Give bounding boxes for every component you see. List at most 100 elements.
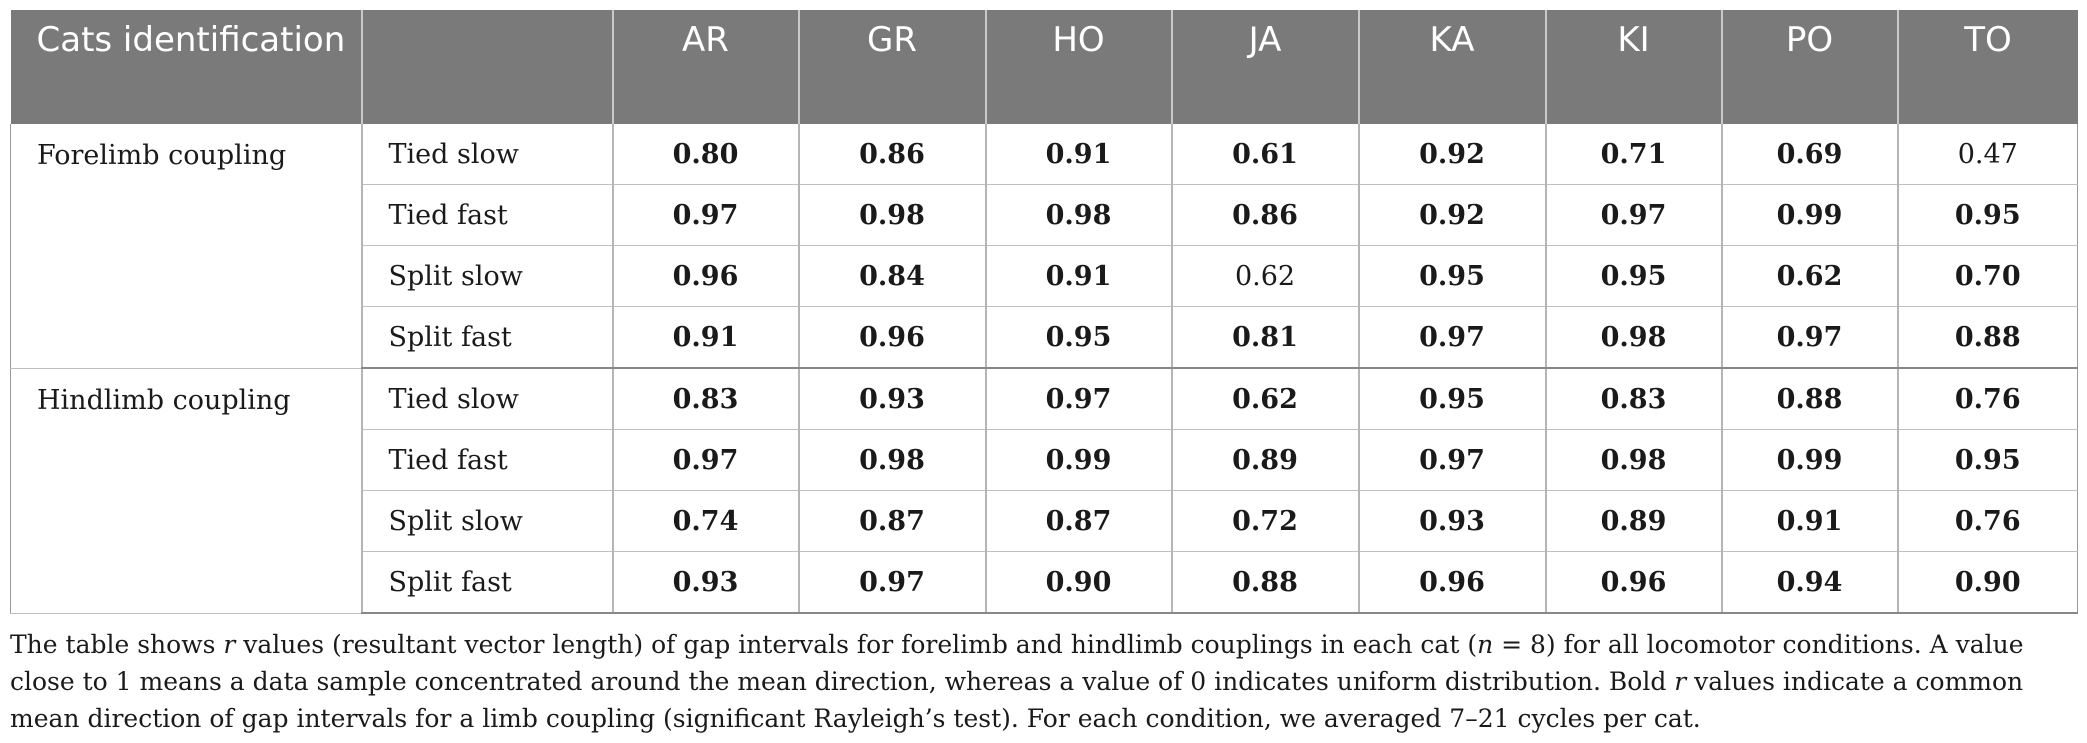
- r-value-cell: 0.98: [1544, 429, 1722, 491]
- table-row: Split slow 0.96 0.84 0.91 0.62 0.95 0.95 0.62 0.…: [11, 245, 2078, 307]
- caption-text: values indicate a common mean direction …: [10, 667, 2024, 733]
- r-value-cell: 0.81: [1170, 306, 1359, 369]
- r-value-cell: 0.97: [611, 184, 799, 246]
- r-value-cell: 0.91: [611, 306, 799, 369]
- r-value-cell: 0.95: [1357, 368, 1546, 430]
- r-value-cell: 0.62: [1170, 368, 1359, 430]
- r-value-cell: 0.98: [797, 429, 986, 491]
- r-value-cell: 0.92: [1357, 124, 1546, 185]
- r-value-cell: 0.91: [984, 124, 1172, 185]
- header-cat: GR: [797, 10, 986, 124]
- table-container: Cats identification AR GR HO JA KA KI PO…: [10, 10, 2078, 737]
- r-value-cell: 0.97: [797, 551, 986, 614]
- r-value-cell: 0.86: [1170, 184, 1359, 246]
- group-label: Forelimb coupling: [10, 124, 362, 369]
- r-value-cell: 0.90: [984, 551, 1172, 614]
- header-cat: PO: [1720, 10, 1898, 124]
- r-value-cell: 0.88: [1170, 551, 1359, 614]
- r-value-cell: 0.95: [984, 306, 1172, 369]
- r-value-cell: 0.98: [797, 184, 986, 246]
- header-condition: [360, 10, 613, 124]
- results-table: Cats identification AR GR HO JA KA KI PO…: [10, 10, 2078, 614]
- r-value-cell: 0.96: [797, 306, 986, 369]
- r-value-cell: 0.91: [984, 245, 1172, 307]
- condition-label: Split fast: [360, 306, 613, 369]
- table-row: Split fast 0.91 0.96 0.95 0.81 0.97 0.98 0.97 0.…: [11, 306, 2078, 369]
- r-value-cell: 0.97: [1720, 306, 1898, 369]
- r-value-cell: 0.71: [1544, 124, 1722, 185]
- table-row: Hindlimb coupling Tied slow 0.83 0.93 0.97 0.…: [10, 368, 2078, 614]
- condition-label: Tied slow: [360, 368, 613, 430]
- table-body: Forelimb coupling Tied slow 0.80 0.86 0.91 0.…: [10, 124, 2078, 614]
- r-value-cell: 0.87: [984, 490, 1172, 552]
- r-value-cell: 0.72: [1170, 490, 1359, 552]
- caption-text: = 8) for all locomotor conditions. A val…: [10, 630, 2024, 696]
- r-value-cell: 0.69: [1720, 124, 1898, 185]
- r-value-cell: 0.97: [1544, 184, 1722, 246]
- table-row: Split fast 0.93 0.97 0.90 0.88 0.96 0.96 0.94 0.…: [11, 551, 2078, 614]
- r-value-cell: 0.47: [1896, 124, 2078, 185]
- condition-label: Split fast: [360, 551, 613, 614]
- r-value-cell: 0.76: [1896, 490, 2078, 552]
- caption-n-symbol: n: [1477, 630, 1494, 659]
- caption-r-symbol: r: [223, 630, 236, 659]
- header-cat: TO: [1896, 10, 2078, 124]
- r-value-cell: 0.98: [984, 184, 1172, 246]
- r-value-cell: 0.99: [1720, 429, 1898, 491]
- table-caption: The table shows r values (resultant vect…: [10, 626, 2077, 737]
- header-row: Cats identification AR GR HO JA KA KI PO…: [10, 10, 2078, 124]
- r-value-cell: 0.91: [1720, 490, 1898, 552]
- condition-label: Split slow: [360, 245, 613, 307]
- r-value-cell: 0.98: [1544, 306, 1722, 369]
- r-value-cell: 0.93: [611, 551, 799, 614]
- r-value-cell: 0.95: [1896, 184, 2078, 246]
- r-value-cell: 0.95: [1896, 429, 2078, 491]
- header-cat: KI: [1544, 10, 1722, 124]
- r-value-cell: 0.97: [984, 368, 1172, 430]
- group-label: Hindlimb coupling: [10, 368, 362, 614]
- r-value-cell: 0.84: [797, 245, 986, 307]
- r-value-cell: 0.87: [797, 490, 986, 552]
- r-value-cell: 0.89: [1170, 429, 1359, 491]
- r-value-cell: 0.97: [611, 429, 799, 491]
- r-value-cell: 0.93: [797, 368, 986, 430]
- r-value-cell: 0.80: [611, 124, 799, 185]
- r-value-cell: 0.74: [611, 490, 799, 552]
- table-row: Forelimb coupling Tied slow 0.80 0.86 0.91 0.…: [10, 124, 2078, 369]
- header-cat: HO: [984, 10, 1172, 124]
- condition-label: Tied slow: [360, 124, 613, 185]
- r-value-cell: 0.95: [1357, 245, 1546, 307]
- caption-text: The table shows: [10, 630, 224, 659]
- table-row: Split slow 0.74 0.87 0.87 0.72 0.93 0.89 0.91 0.…: [11, 490, 2078, 552]
- r-value-cell: 0.94: [1720, 551, 1898, 614]
- r-value-cell: 0.97: [1357, 429, 1546, 491]
- r-value-cell: 0.99: [984, 429, 1172, 491]
- r-value-cell: 0.62: [1720, 245, 1898, 307]
- r-value-cell: 0.88: [1896, 306, 2078, 369]
- r-value-cell: 0.83: [611, 368, 799, 430]
- r-value-cell: 0.93: [1357, 490, 1546, 552]
- r-value-cell: 0.86: [797, 124, 986, 185]
- caption-r-symbol: r: [1674, 667, 1687, 696]
- condition-label: Tied fast: [360, 184, 613, 246]
- r-value-cell: 0.96: [611, 245, 799, 307]
- header-cat: KA: [1357, 10, 1546, 124]
- r-value-cell: 0.83: [1544, 368, 1722, 430]
- table-row: Tied fast 0.97 0.98 0.99 0.89 0.97 0.98 0.99 0.9…: [11, 429, 2078, 491]
- r-value-cell: 0.89: [1544, 490, 1722, 552]
- r-value-cell: 0.88: [1720, 368, 1898, 430]
- r-value-cell: 0.99: [1720, 184, 1898, 246]
- r-value-cell: 0.90: [1896, 551, 2078, 614]
- r-value-cell: 0.97: [1357, 306, 1546, 369]
- table-row: Tied fast 0.97 0.98 0.98 0.86 0.92 0.97 0.99 0.9…: [11, 184, 2078, 246]
- r-value-cell: 0.61: [1170, 124, 1359, 185]
- condition-label: Tied fast: [360, 429, 613, 491]
- header-cat: AR: [611, 10, 799, 124]
- caption-text: values (resultant vector length) of gap …: [235, 630, 1478, 659]
- r-value-cell: 0.70: [1896, 245, 2078, 307]
- header-cats-identification: Cats identification: [10, 10, 362, 124]
- r-value-cell: 0.92: [1357, 184, 1546, 246]
- header-cat: JA: [1170, 10, 1359, 124]
- r-value-cell: 0.76: [1896, 368, 2078, 430]
- r-value-cell: 0.95: [1544, 245, 1722, 307]
